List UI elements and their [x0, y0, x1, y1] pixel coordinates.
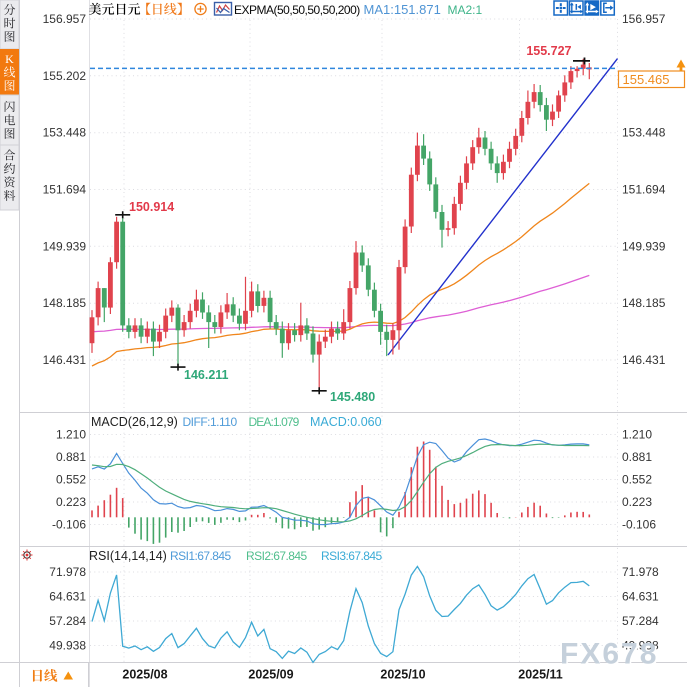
svg-text:MA2:1: MA2:1: [448, 3, 483, 17]
svg-text:151.694: 151.694: [43, 183, 87, 197]
svg-text:153.448: 153.448: [622, 126, 666, 140]
svg-text:156.957: 156.957: [622, 12, 666, 26]
svg-text:FX678: FX678: [560, 638, 658, 671]
svg-text:64.631: 64.631: [622, 590, 659, 604]
svg-text:RSI1:67.845: RSI1:67.845: [170, 549, 232, 563]
svg-text:MACD(26,12,9): MACD(26,12,9): [91, 415, 178, 429]
svg-text:71.978: 71.978: [622, 565, 659, 579]
svg-text:146.431: 146.431: [622, 353, 666, 367]
svg-text:2025/08: 2025/08: [122, 668, 167, 682]
svg-text:153.448: 153.448: [43, 126, 87, 140]
svg-text:49.938: 49.938: [49, 639, 86, 653]
svg-text:155.465: 155.465: [623, 72, 670, 87]
svg-text:151.694: 151.694: [622, 183, 666, 197]
svg-text:146.211: 146.211: [184, 368, 229, 382]
svg-text:149.939: 149.939: [622, 239, 666, 253]
svg-text:1.210: 1.210: [622, 428, 652, 442]
svg-text:-0.106: -0.106: [52, 518, 86, 532]
svg-text:MA1:151.871: MA1:151.871: [364, 2, 441, 17]
svg-text:2025/10: 2025/10: [380, 668, 425, 682]
svg-text:2025/09: 2025/09: [248, 668, 293, 682]
svg-text:1.210: 1.210: [56, 428, 86, 442]
svg-text:RSI3:67.845: RSI3:67.845: [321, 549, 383, 563]
svg-text:RSI(14,14,14): RSI(14,14,14): [89, 549, 167, 563]
svg-text:DIFF:1.110: DIFF:1.110: [183, 415, 238, 429]
svg-text:0.881: 0.881: [56, 450, 86, 464]
svg-text:2025/11: 2025/11: [518, 668, 563, 682]
svg-text:148.185: 148.185: [622, 296, 666, 310]
svg-text:57.284: 57.284: [49, 614, 86, 628]
svg-text:0.552: 0.552: [56, 473, 86, 487]
svg-text:MACD:0.060: MACD:0.060: [310, 415, 382, 429]
svg-text:EXPMA(50,50,50,50,200): EXPMA(50,50,50,50,200): [234, 3, 360, 17]
svg-text:155.202: 155.202: [43, 69, 87, 83]
svg-text:K: K: [5, 52, 14, 66]
svg-text:156.957: 156.957: [43, 12, 87, 26]
svg-text:DEA:1.079: DEA:1.079: [249, 415, 300, 429]
svg-text:146.431: 146.431: [43, 353, 87, 367]
svg-text:RSI2:67.845: RSI2:67.845: [246, 549, 308, 563]
svg-text:0.552: 0.552: [622, 473, 652, 487]
svg-text:-0.106: -0.106: [622, 518, 656, 532]
svg-text:57.284: 57.284: [622, 614, 659, 628]
svg-text:145.480: 145.480: [330, 390, 375, 404]
svg-text:155.727: 155.727: [526, 44, 571, 58]
svg-text:FX678: FX678: [562, 639, 660, 672]
svg-text:71.978: 71.978: [49, 565, 86, 579]
svg-text:150.914: 150.914: [129, 200, 174, 214]
svg-text:0.223: 0.223: [56, 495, 86, 509]
svg-text:0.881: 0.881: [622, 450, 652, 464]
svg-text:64.631: 64.631: [49, 590, 86, 604]
svg-text:49.938: 49.938: [622, 639, 659, 653]
svg-text:148.185: 148.185: [43, 296, 87, 310]
svg-text:0.223: 0.223: [622, 495, 652, 509]
svg-text:149.939: 149.939: [43, 239, 87, 253]
